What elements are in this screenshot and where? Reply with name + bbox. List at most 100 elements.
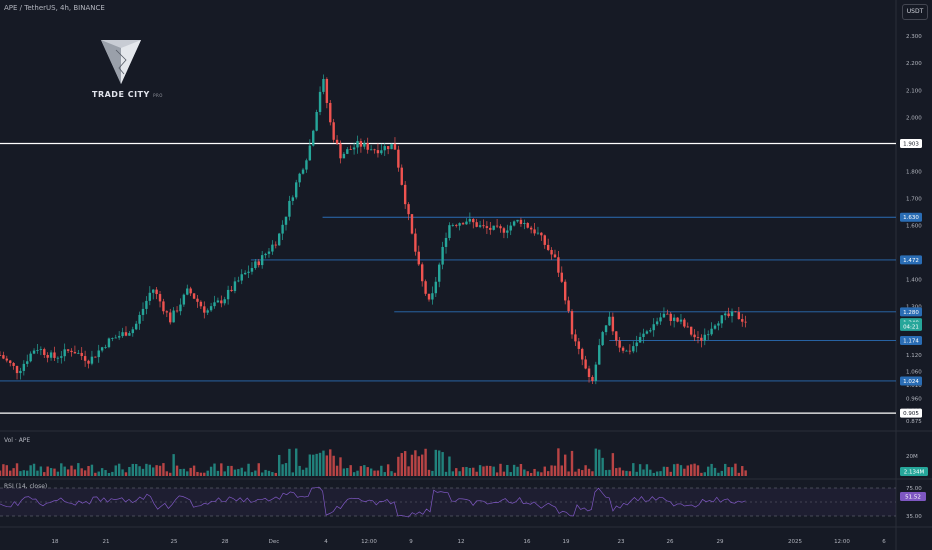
price-axis: 2.300 2.200 2.100 2.000 1.800 1.700 1.600 1.400… (906, 34, 922, 520)
candle-body (540, 232, 543, 236)
price-badge (900, 138, 922, 148)
candle-body (271, 244, 274, 252)
volume-bar (478, 465, 482, 476)
candle-body (621, 347, 625, 351)
volume-bar (124, 472, 128, 476)
candle-body (444, 237, 448, 247)
currency-button[interactable]: USDT (902, 4, 928, 20)
candle-body (250, 268, 254, 272)
candle-body (506, 230, 509, 233)
volume-bar (744, 470, 747, 476)
candle-body (383, 146, 386, 151)
candle-body (546, 244, 550, 250)
volume-bar (288, 448, 291, 476)
volume-bar (730, 467, 734, 476)
candle-body (700, 337, 703, 341)
volume-bar (73, 469, 77, 476)
volume-bar (649, 469, 652, 476)
candle-body (87, 360, 90, 364)
candle-body (322, 78, 325, 92)
candle-body (420, 264, 424, 282)
volume-bar (482, 466, 485, 476)
x-tick-label: 12:00 (361, 539, 377, 545)
volume-bar (376, 470, 380, 476)
volume-bar (666, 466, 669, 476)
candle-body (346, 149, 349, 154)
candle-body (478, 225, 482, 227)
candle-body (369, 149, 373, 151)
volume-bar (77, 463, 80, 476)
candle-body (400, 167, 403, 185)
volume-bar (121, 469, 124, 476)
candle-body (468, 218, 472, 222)
candle-body (594, 364, 598, 381)
candle-body (417, 251, 420, 265)
candle-body (175, 310, 179, 312)
volume-bar (179, 469, 182, 476)
x-tick-label: 9 (409, 539, 413, 545)
candle-body (332, 122, 335, 140)
volume-bar (189, 467, 192, 476)
volume-bar (390, 471, 393, 476)
volume-bar (587, 468, 591, 476)
candle-body (298, 173, 301, 183)
candle-body (9, 360, 12, 364)
candle-body (366, 143, 369, 150)
candle-body (485, 226, 489, 228)
volume-bar (335, 465, 339, 476)
candle-body (461, 223, 465, 225)
volume-bar (475, 471, 478, 476)
volume-bar (468, 467, 472, 476)
volume-bar (403, 451, 407, 476)
volume-bars (0, 448, 747, 476)
candle-body (669, 313, 672, 321)
volume-bar (703, 472, 706, 476)
candle-body (186, 288, 189, 295)
rsi-tick-label: 35.00 (906, 514, 922, 520)
candle-body (169, 312, 172, 323)
volume-bar (526, 471, 529, 476)
logo-text: TRADE CITY PRO (92, 90, 163, 99)
candle-body (247, 271, 250, 273)
volume-bar (594, 448, 598, 476)
volume-bar (250, 472, 254, 476)
volume-bar (203, 472, 206, 476)
volume-bar (322, 450, 325, 476)
time-axis: 18 21 25 28 Dec 4 12:00 9 12 16 19 23 26 29 2025 12:00 6 (52, 539, 887, 545)
candle-body (301, 169, 305, 174)
volume-bar (676, 463, 679, 476)
volume-bar (601, 457, 604, 476)
candle-body (32, 350, 36, 354)
volume-bar (506, 464, 509, 476)
volume-bar (0, 470, 2, 476)
candle-body (97, 350, 100, 358)
volume-bar (274, 472, 277, 476)
volume-bar (546, 471, 550, 476)
candle-body (199, 301, 203, 307)
volume-bar (369, 468, 373, 476)
candle-body (172, 310, 175, 323)
volume-bar (264, 469, 267, 476)
candle-body (458, 223, 461, 226)
candle-body (49, 352, 53, 358)
candle-body (155, 289, 158, 295)
volume-bar (213, 463, 216, 476)
candle-body (15, 365, 19, 374)
volume-bar (53, 468, 56, 476)
volume-bar (301, 469, 305, 476)
candle-body (349, 149, 352, 150)
candle-body (720, 315, 724, 324)
volume-bar (66, 469, 70, 476)
candle-body (689, 326, 693, 335)
candle-body (329, 102, 332, 123)
candle-body (693, 334, 696, 338)
candle-body (587, 368, 591, 378)
candle-body (339, 143, 342, 159)
volume-bar (502, 471, 506, 476)
candle-body (526, 223, 529, 228)
volume-bar (175, 465, 179, 476)
candle-body (380, 150, 383, 154)
volume-bar (60, 463, 63, 476)
